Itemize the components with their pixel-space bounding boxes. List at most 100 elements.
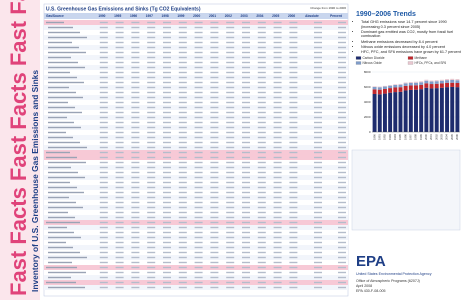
cell-placeholder	[273, 281, 282, 284]
cell-placeholder	[257, 66, 266, 69]
row-label-placeholder	[48, 191, 84, 194]
cell-placeholder	[338, 251, 346, 254]
cell-placeholder	[163, 211, 171, 214]
cell-placeholder	[289, 76, 298, 79]
cell-placeholder	[257, 76, 266, 79]
cell-placeholder	[178, 166, 187, 169]
cell-placeholder	[289, 226, 298, 229]
cell-placeholder	[210, 161, 219, 164]
cell-placeholder	[273, 26, 282, 29]
cell-placeholder	[131, 111, 140, 114]
cell-placeholder	[273, 56, 282, 59]
cell-placeholder	[178, 171, 187, 174]
cell-placeholder	[273, 276, 282, 279]
cell-placeholder	[131, 141, 140, 144]
cell-placeholder	[194, 156, 203, 159]
cell-placeholder	[163, 266, 171, 269]
cell-placeholder	[226, 101, 235, 104]
cell-placeholder	[131, 281, 140, 284]
cell-placeholder	[338, 256, 346, 259]
cell-placeholder	[178, 201, 187, 204]
cell-placeholder	[289, 26, 298, 29]
cell-placeholder	[242, 271, 250, 274]
row-label-placeholder	[48, 261, 72, 264]
cell-placeholder	[178, 56, 187, 59]
cell-placeholder	[115, 146, 124, 149]
cell-placeholder	[147, 266, 156, 269]
cell-placeholder	[242, 181, 250, 184]
cell-placeholder	[289, 56, 298, 59]
cell-placeholder	[194, 266, 203, 269]
cell-placeholder	[194, 176, 203, 179]
cell-placeholder	[210, 26, 219, 29]
cell-placeholder	[178, 226, 187, 229]
cell-placeholder	[115, 196, 124, 199]
cell-placeholder	[314, 261, 322, 264]
cell-placeholder	[242, 166, 250, 169]
x-tick-label: 2002	[434, 134, 438, 140]
x-tick-label: 1997	[409, 134, 413, 140]
y-tick-label: 6000	[364, 85, 371, 89]
cell-placeholder	[131, 211, 140, 214]
cell-placeholder	[242, 256, 250, 259]
cell-placeholder	[210, 51, 219, 54]
cell-placeholder	[257, 191, 266, 194]
row-label-placeholder	[48, 121, 74, 124]
cell-placeholder	[178, 81, 187, 84]
cell-placeholder	[314, 256, 322, 259]
cell-placeholder	[147, 231, 156, 234]
cell-placeholder	[99, 226, 108, 229]
cell-placeholder	[257, 171, 266, 174]
bar-segment	[455, 80, 460, 83]
cell-placeholder	[131, 226, 140, 229]
cell-placeholder	[178, 96, 187, 99]
cell-placeholder	[338, 281, 346, 284]
cell-placeholder	[338, 216, 346, 219]
cell-placeholder	[314, 281, 322, 284]
cell-placeholder	[163, 161, 171, 164]
banner-title: Inventory of U.S. Greenhouse Gas Emissio…	[30, 70, 40, 292]
row-label-placeholder	[48, 86, 69, 89]
cell-placeholder	[314, 211, 322, 214]
cell-placeholder	[257, 131, 266, 134]
cell-placeholder	[289, 161, 298, 164]
cell-placeholder	[115, 206, 124, 209]
cell-placeholder	[273, 106, 282, 109]
row-label-placeholder	[48, 171, 78, 174]
cell-placeholder	[163, 21, 171, 24]
cell-placeholder	[115, 76, 124, 79]
bar-segment	[455, 82, 460, 88]
cell-placeholder	[147, 171, 156, 174]
cell-placeholder	[242, 236, 250, 239]
x-tick-label: 1990	[372, 134, 376, 140]
cell-placeholder	[257, 126, 266, 129]
cell-placeholder	[210, 126, 219, 129]
x-tick-label: 1996	[403, 134, 407, 140]
cell-placeholder	[257, 186, 266, 189]
cell-placeholder	[338, 81, 346, 84]
cell-placeholder	[131, 131, 140, 134]
bar-segment	[377, 86, 382, 88]
bar-segment	[377, 89, 382, 95]
cell-placeholder	[115, 26, 124, 29]
cell-placeholder	[314, 181, 322, 184]
cell-placeholder	[314, 146, 322, 149]
x-tick-label: 1993	[388, 134, 392, 140]
cell-placeholder	[147, 66, 156, 69]
cell-placeholder	[338, 176, 346, 179]
cell-placeholder	[178, 246, 187, 249]
row-label-placeholder	[48, 81, 84, 84]
cell-placeholder	[210, 281, 219, 284]
cell-placeholder	[226, 96, 235, 99]
cell-placeholder	[242, 131, 250, 134]
cell-placeholder	[242, 251, 250, 254]
bar-segment	[408, 89, 413, 132]
cell-placeholder	[210, 96, 219, 99]
cell-placeholder	[242, 261, 250, 264]
bar-segment	[377, 94, 382, 132]
cell-placeholder	[99, 206, 108, 209]
cell-placeholder	[257, 176, 266, 179]
cell-placeholder	[99, 136, 108, 139]
cell-placeholder	[226, 281, 235, 284]
cell-placeholder	[226, 211, 235, 214]
